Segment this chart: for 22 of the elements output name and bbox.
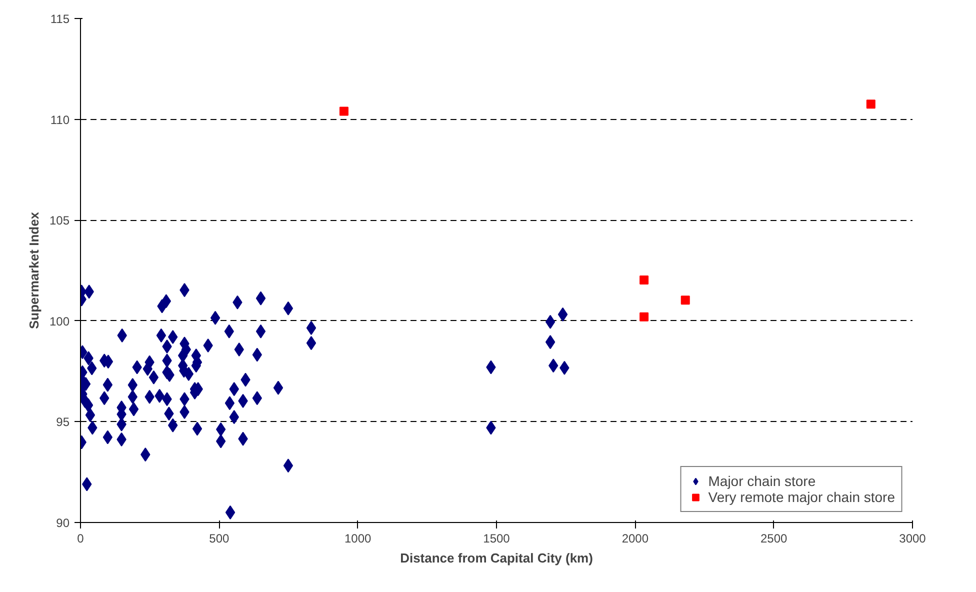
point bbox=[640, 312, 649, 322]
y-tick-label: 115 bbox=[50, 12, 70, 26]
x-tick-label: 3000 bbox=[899, 532, 926, 546]
point bbox=[339, 106, 348, 116]
y-tick-label: 110 bbox=[50, 112, 70, 127]
y-tick-label: 100 bbox=[49, 314, 70, 328]
x-tick-label: 500 bbox=[209, 532, 230, 546]
legend-label: Major chain store bbox=[708, 473, 816, 489]
x-tick-label: 2500 bbox=[760, 532, 788, 546]
y-tick-label: 90 bbox=[56, 516, 70, 530]
x-axis-title: Distance from Capital City (km) bbox=[400, 550, 593, 566]
x-tick-label: 0 bbox=[77, 532, 84, 546]
x-tick-label: 1500 bbox=[483, 532, 510, 546]
legend-label: Very remote major chain store bbox=[708, 489, 895, 505]
point bbox=[680, 296, 690, 305]
y-tick-label: 105 bbox=[49, 214, 70, 228]
point bbox=[866, 100, 876, 109]
point bbox=[640, 275, 649, 284]
y-tick-label: 95 bbox=[56, 415, 70, 430]
x-tick-label: 1000 bbox=[344, 532, 372, 546]
x-tick-label: 2000 bbox=[622, 532, 649, 546]
y-axis-title: Supermarket Index bbox=[26, 211, 42, 330]
